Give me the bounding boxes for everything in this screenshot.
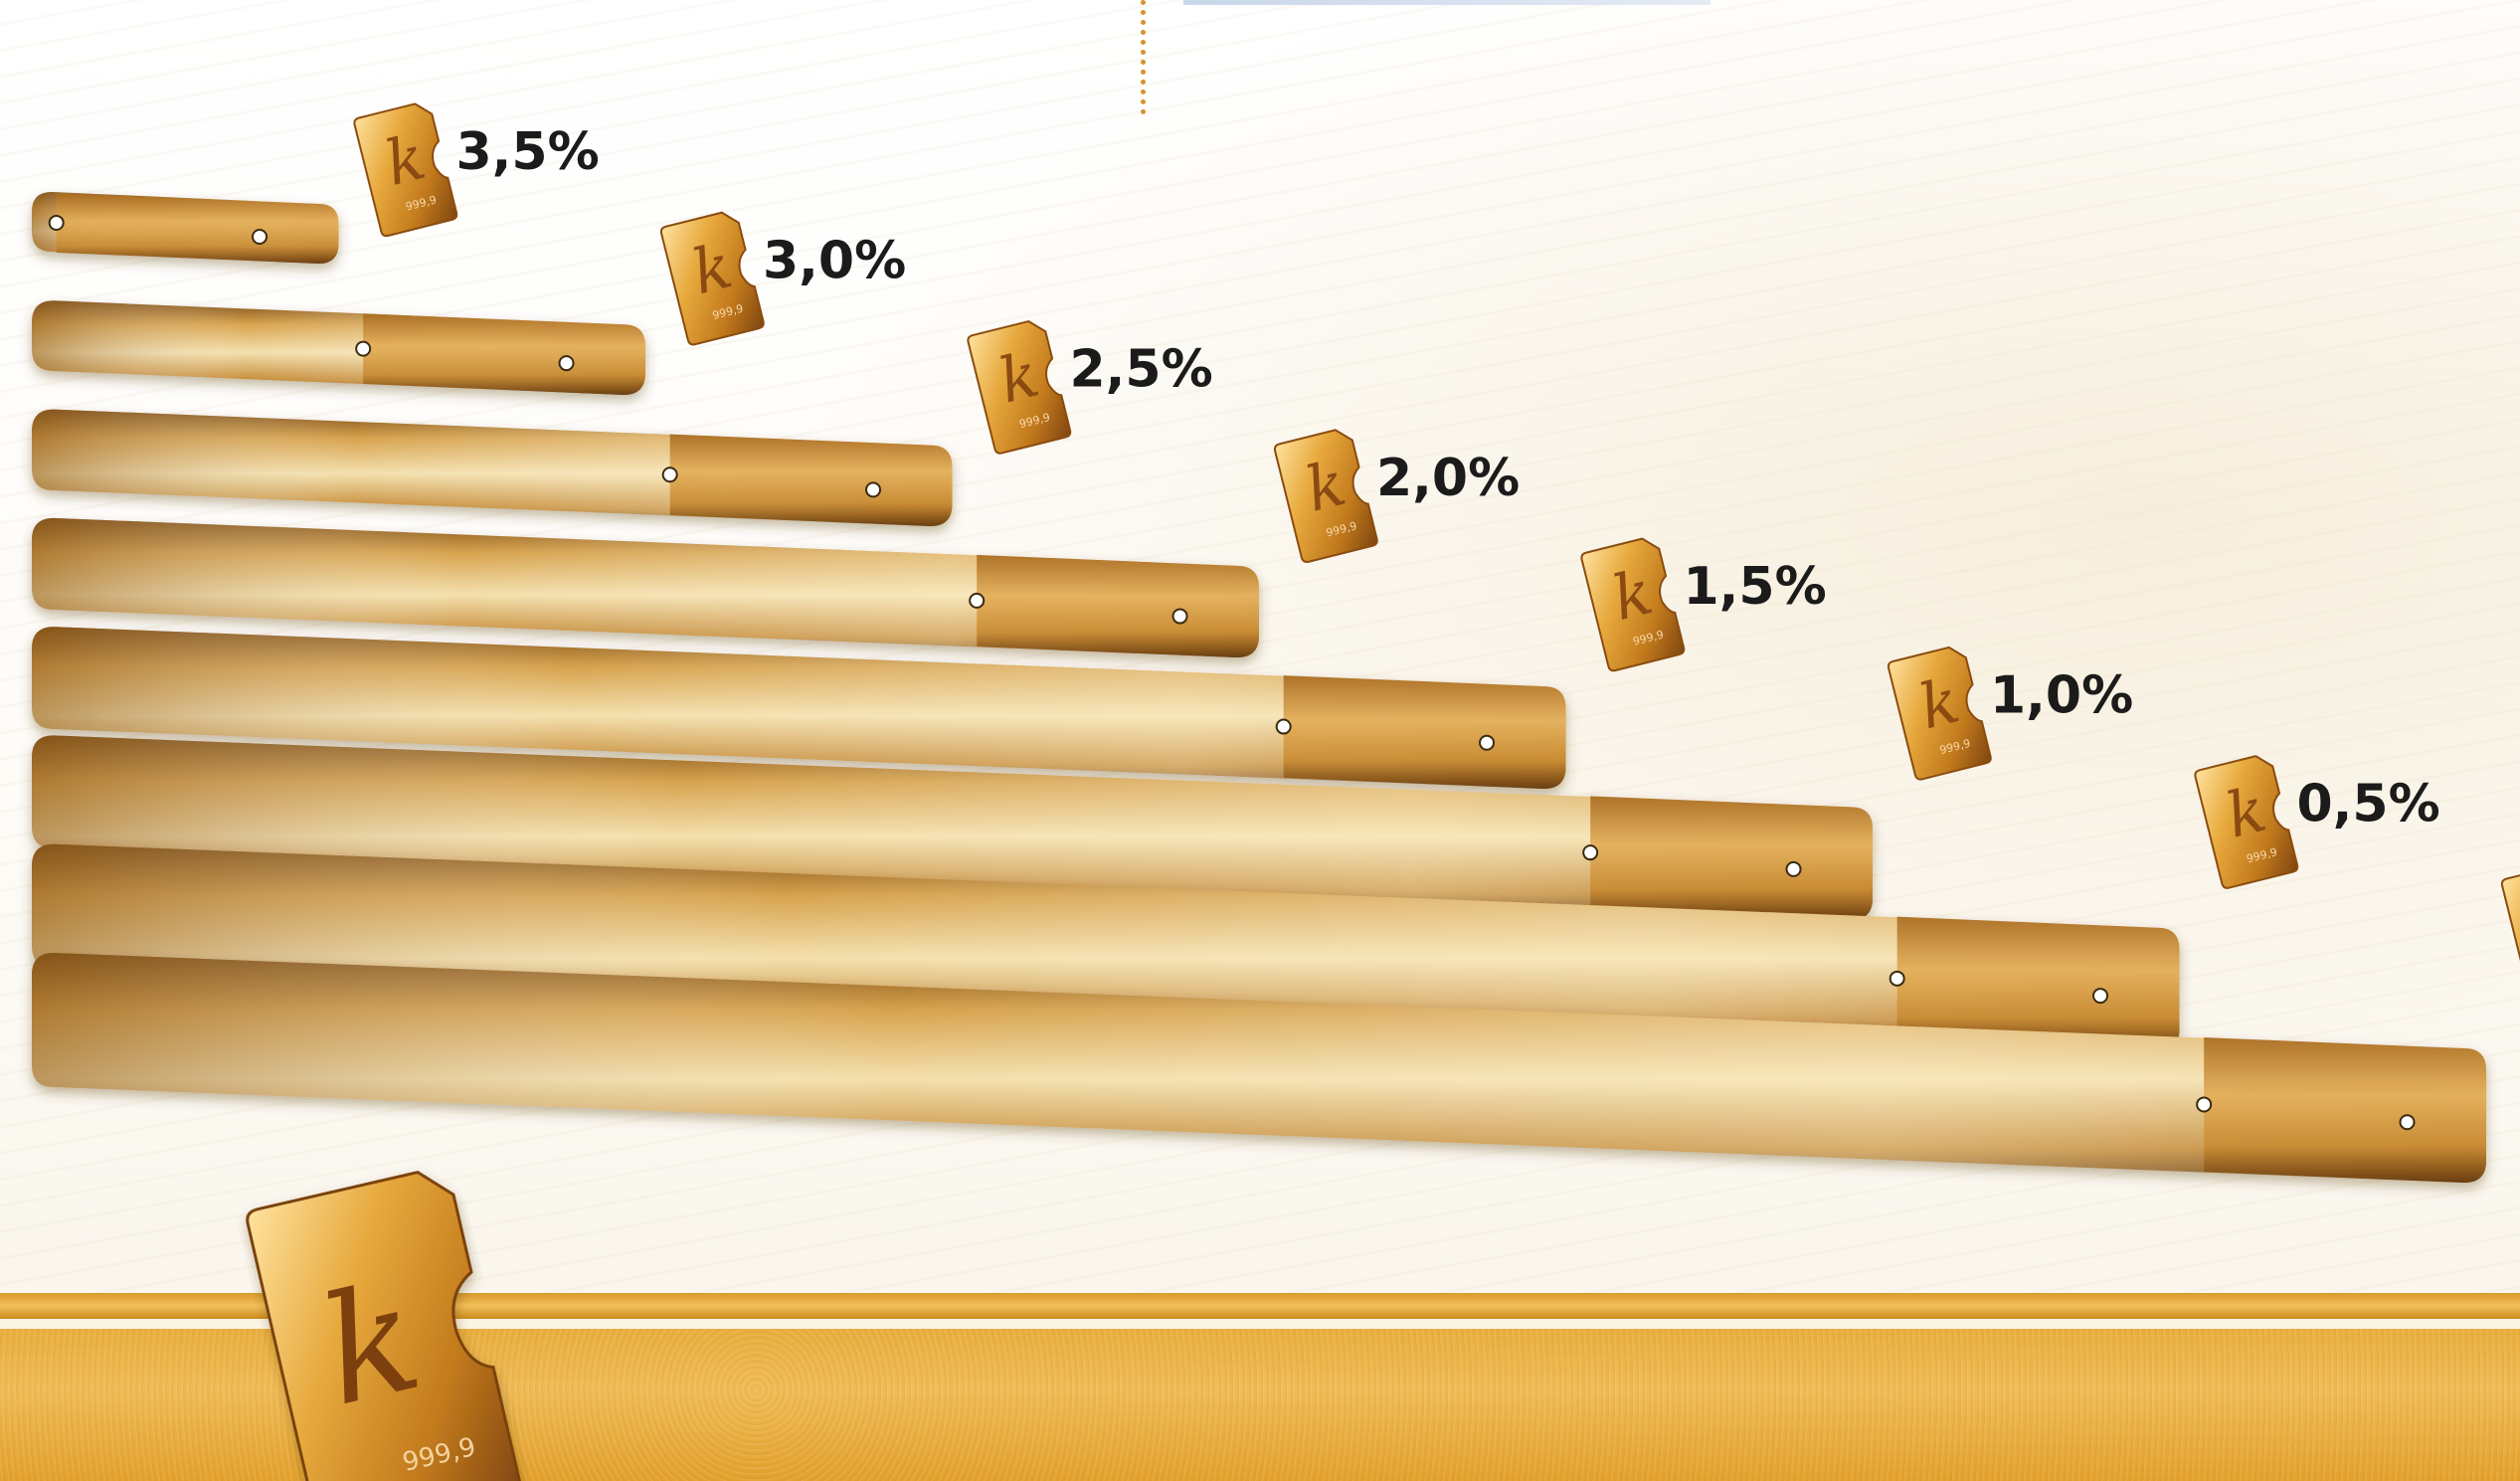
percent-label: 1,5% <box>1684 557 1827 617</box>
bar-step-segment <box>977 554 1259 657</box>
bar-sheen <box>32 735 1873 920</box>
gold-bar-5 <box>32 627 1566 789</box>
bar-marker <box>661 466 678 483</box>
bar-sheen <box>32 627 1566 789</box>
bar-step-segment <box>363 313 645 395</box>
dotted-divider <box>1141 0 1146 114</box>
bar-step-segment <box>1590 796 1873 920</box>
bar-step-segment <box>2204 1036 2486 1183</box>
bar-sheen <box>32 843 2180 1051</box>
bar-marker <box>1785 860 1802 877</box>
floor-gap <box>0 1319 2520 1329</box>
bar-marker <box>355 340 372 357</box>
bar-marker <box>1275 718 1292 735</box>
large-gold-bar-body <box>246 1171 523 1481</box>
gold-bar-2 <box>32 300 645 395</box>
percent-label: 1,0% <box>1990 665 2133 725</box>
bar-marker <box>1171 608 1188 625</box>
percent-label: 3,0% <box>763 231 906 290</box>
bar-marker <box>2196 1096 2213 1113</box>
top-edge-strip <box>1183 0 1710 5</box>
bar-marker <box>2092 988 2109 1005</box>
bar-marker <box>558 355 575 372</box>
gold-bar-1 <box>32 192 339 264</box>
bar-marker <box>969 592 986 609</box>
gold-bar-7 <box>32 843 2180 1051</box>
bar-marker <box>1889 970 1905 987</box>
percent-label: 3,5% <box>456 122 600 182</box>
bar-marker <box>2399 1114 2416 1131</box>
bar-step-segment <box>669 434 953 526</box>
bar-marker <box>48 214 65 231</box>
bar-sheen <box>32 953 2486 1183</box>
bar-marker <box>1479 734 1496 751</box>
gold-bar-8 <box>32 953 2486 1183</box>
bar-step-segment <box>1896 916 2180 1051</box>
bar-step-segment <box>56 192 339 264</box>
gold-bar-6 <box>32 735 1873 920</box>
bar-marker <box>252 229 269 245</box>
percent-label: 2,5% <box>1070 340 1213 400</box>
bar-step-segment <box>1283 675 1566 789</box>
bar-marker <box>1582 844 1599 861</box>
bar-marker <box>865 481 882 498</box>
bar-sheen <box>32 517 1259 657</box>
percent-label: 2,0% <box>1376 449 1520 508</box>
gold-bar-3 <box>32 409 953 526</box>
gold-bar-4 <box>32 517 1259 657</box>
percent-label: 0,5% <box>2297 775 2440 834</box>
